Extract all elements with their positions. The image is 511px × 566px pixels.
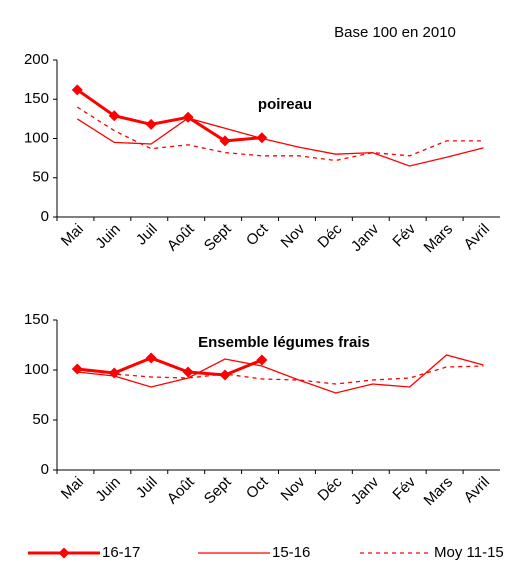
legend-marker [58,547,70,559]
x-tick-label: Nov [278,220,309,251]
legend-label: 16-17 [102,544,140,561]
x-tick-label: Fév [389,220,419,250]
point-marker [71,84,83,96]
y-tick-label: 200 [24,51,49,68]
series-line [76,88,263,143]
y-tick-label: 50 [32,411,49,428]
x-tick-label: Août [164,473,198,507]
series-line [77,356,263,377]
point-marker [182,366,194,378]
point-marker [219,135,231,147]
y-tick-label: 150 [24,311,49,328]
point-marker [145,118,157,130]
series-line [76,117,484,167]
x-tick-label: Avril [461,221,493,253]
x-tick-label: Mai [58,474,87,503]
x-tick-label: Mars [421,221,457,257]
annotation: Ensemble légumes frais [198,334,370,351]
point-marker [108,110,120,122]
y-tick-label: 0 [41,461,49,478]
x-tick-label: Mars [421,474,457,510]
y-tick-label: 100 [24,129,49,146]
x-tick-label: Avril [461,474,493,506]
x-tick-label: Sept [201,220,235,254]
series-line [77,365,484,385]
x-tick-label: Juin [92,474,123,505]
y-tick-label: 100 [24,361,49,378]
x-tick-label: Déc [314,473,345,504]
y-tick-label: 50 [32,169,49,186]
x-tick-label: Juin [92,221,123,252]
subtitle: Base 100 en 2010 [334,24,456,41]
x-tick-label: Juil [133,474,161,502]
x-tick-label: Juil [133,221,161,249]
y-tick-label: 150 [24,90,49,107]
x-tick-label: Janv [348,473,383,508]
point-marker [219,369,231,381]
point-marker [256,132,268,144]
annotation: poireau [258,96,312,113]
legend-label: 15-16 [272,544,310,561]
x-tick-label: Oct [243,473,272,502]
x-tick-label: Sept [201,473,235,507]
series-line [77,354,484,394]
point-marker [256,354,268,366]
y-tick-label: 0 [41,208,49,225]
point-marker [145,352,157,364]
x-tick-label: Nov [278,473,309,504]
x-tick-label: Mai [58,221,87,250]
x-tick-label: Fév [389,473,419,503]
x-tick-label: Oct [243,220,272,249]
x-tick-label: Janv [348,220,383,255]
x-tick-label: Déc [314,220,345,251]
series-line [76,106,484,162]
x-tick-label: Août [164,220,198,254]
legend-label: Moy 11-15 [434,544,504,561]
